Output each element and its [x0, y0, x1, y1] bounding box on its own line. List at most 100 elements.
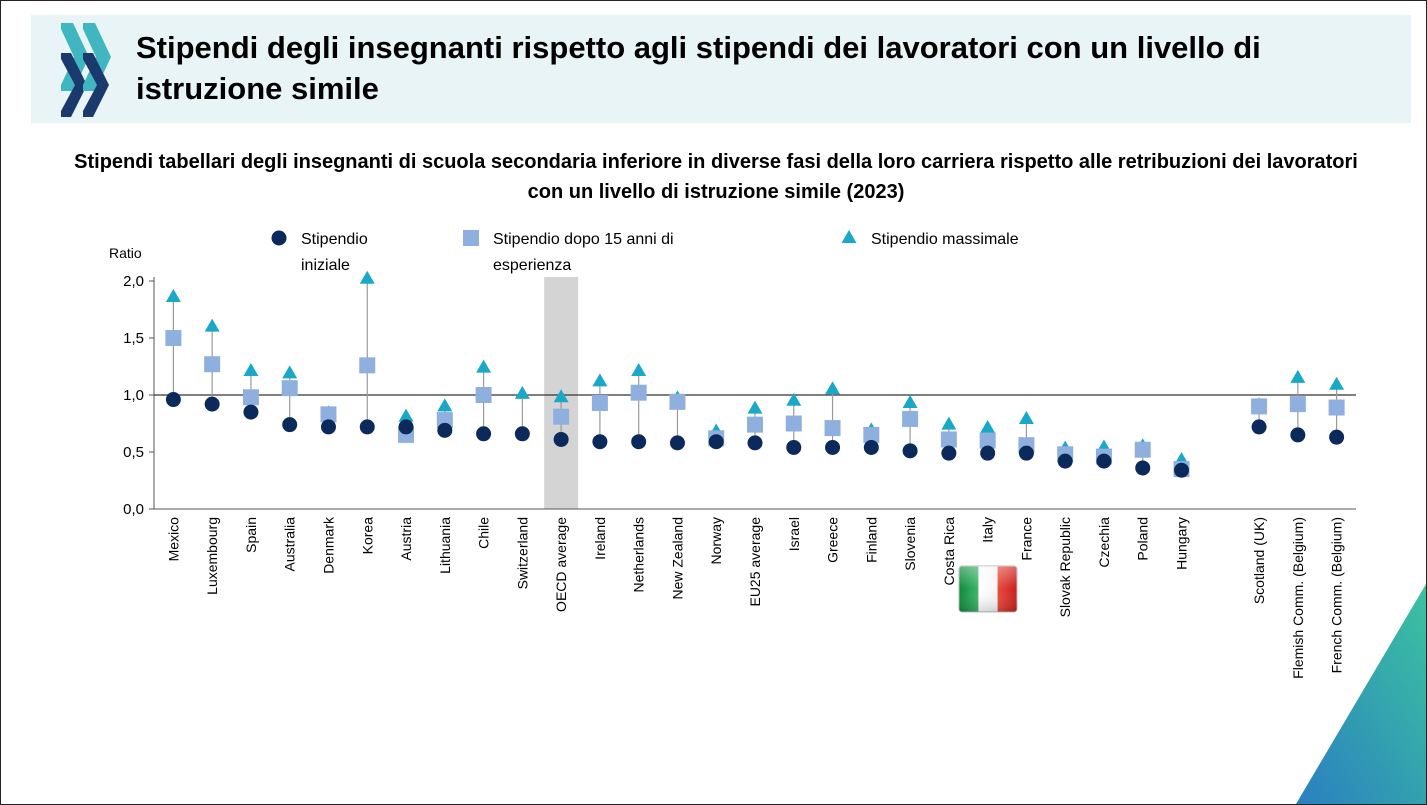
- point-square: [1251, 398, 1268, 415]
- point-circle: [592, 434, 608, 450]
- point-triangle: [398, 408, 414, 422]
- point-triangle: [553, 389, 569, 403]
- decorative-corner-shape: [1296, 584, 1426, 804]
- x-tick-label: Ireland: [592, 517, 608, 560]
- point-circle: [902, 443, 918, 459]
- point-square: [902, 410, 919, 427]
- point-circle: [1174, 462, 1190, 478]
- x-tick-label: Slovak Republic: [1057, 517, 1073, 617]
- point-triangle: [282, 365, 298, 379]
- point-triangle: [902, 394, 918, 408]
- point-circle: [1135, 460, 1151, 476]
- point-triangle: [514, 385, 530, 399]
- point-circle: [282, 417, 298, 433]
- point-square: [475, 387, 492, 403]
- x-tick-label: OECD average: [553, 517, 569, 612]
- point-triangle: [165, 288, 181, 302]
- point-circle: [631, 434, 647, 450]
- x-tick-label: Poland: [1135, 517, 1151, 561]
- point-triangle: [359, 270, 375, 284]
- legend-marker-triangle: [841, 230, 857, 243]
- legend-label: iniziale: [301, 257, 350, 274]
- legend-marker-circle: [271, 230, 287, 246]
- point-triangle: [1290, 369, 1306, 383]
- x-tick-label: Mexico: [165, 517, 181, 562]
- point-square: [1289, 396, 1306, 413]
- x-tick-label: Spain: [243, 517, 259, 553]
- italy-flag-icon: [958, 565, 1018, 613]
- legend-label: esperienza: [493, 257, 571, 274]
- point-circle: [708, 434, 724, 450]
- point-square: [591, 394, 608, 411]
- point-circle: [863, 439, 879, 455]
- x-tick-label: New Zealand: [669, 517, 685, 600]
- point-square: [630, 384, 647, 401]
- point-circle: [514, 426, 530, 442]
- y-tick-label: 0,5: [123, 444, 144, 461]
- point-triangle: [476, 359, 492, 373]
- x-tick-label: Greece: [825, 517, 841, 563]
- point-triangle: [592, 373, 608, 387]
- point-triangle: [243, 363, 259, 377]
- x-tick-label: EU25 average: [747, 517, 763, 607]
- point-circle: [437, 422, 453, 438]
- point-circle: [786, 439, 802, 455]
- point-circle: [398, 419, 414, 435]
- page-title: Stipendi degli insegnanti rispetto agli …: [136, 30, 1261, 106]
- point-circle: [1290, 427, 1306, 443]
- title-banner: [31, 15, 1411, 123]
- x-tick-label: Austria: [398, 517, 414, 561]
- point-circle: [204, 396, 220, 412]
- point-circle: [1251, 419, 1267, 435]
- point-circle: [825, 439, 841, 455]
- point-circle: [243, 404, 259, 420]
- point-square: [824, 420, 841, 437]
- y-tick-label: 0,0: [123, 501, 144, 518]
- point-square: [1328, 399, 1345, 416]
- point-square: [747, 416, 763, 433]
- x-tick-label: Flemish Comm. (Belgium): [1290, 517, 1306, 679]
- point-triangle: [747, 400, 763, 414]
- point-square: [242, 389, 259, 406]
- point-circle: [669, 435, 685, 451]
- x-tick-label: Lithuania: [437, 517, 453, 574]
- point-triangle: [437, 398, 453, 412]
- x-tick-label: Chile: [476, 517, 492, 549]
- x-tick-label: Israel: [786, 517, 802, 551]
- point-triangle: [980, 420, 996, 434]
- point-square: [979, 432, 996, 449]
- point-triangle: [1329, 376, 1345, 390]
- chart-title: Stipendi tabellari degli insegnanti di s…: [74, 151, 1358, 203]
- point-square: [863, 426, 880, 443]
- point-circle: [1096, 453, 1112, 469]
- point-circle: [1018, 445, 1034, 461]
- x-tick-label: Costa Rica: [941, 517, 957, 586]
- oecd-chevron-logo-icon: [61, 23, 111, 117]
- y-tick-label: 1,0: [123, 387, 144, 404]
- point-circle: [359, 419, 375, 435]
- x-tick-label: Norway: [708, 517, 724, 564]
- point-square: [165, 330, 182, 346]
- x-tick-label: Switzerland: [514, 517, 530, 589]
- point-square: [1134, 441, 1151, 458]
- point-circle: [980, 445, 996, 461]
- x-tick-label: French Comm. (Belgium): [1329, 517, 1345, 673]
- point-circle: [1057, 453, 1073, 469]
- legend-marker-square: [463, 230, 479, 246]
- point-square: [359, 357, 376, 374]
- legend-label: Stipendio massimale: [871, 231, 1019, 248]
- x-tick-label: Korea: [359, 517, 375, 555]
- point-triangle: [825, 381, 841, 395]
- x-tick-label: Hungary: [1174, 517, 1190, 570]
- x-tick-label: Luxembourg: [204, 517, 220, 595]
- point-square: [281, 380, 298, 397]
- point-triangle: [786, 392, 802, 406]
- legend-label: Stipendio dopo 15 anni di: [493, 231, 674, 248]
- x-tick-label: Czechia: [1096, 517, 1112, 568]
- x-tick-label: Italy: [980, 517, 996, 543]
- point-square: [204, 356, 221, 373]
- x-tick-label: Finland: [863, 517, 879, 563]
- y-tick-label: 2,0: [123, 273, 144, 290]
